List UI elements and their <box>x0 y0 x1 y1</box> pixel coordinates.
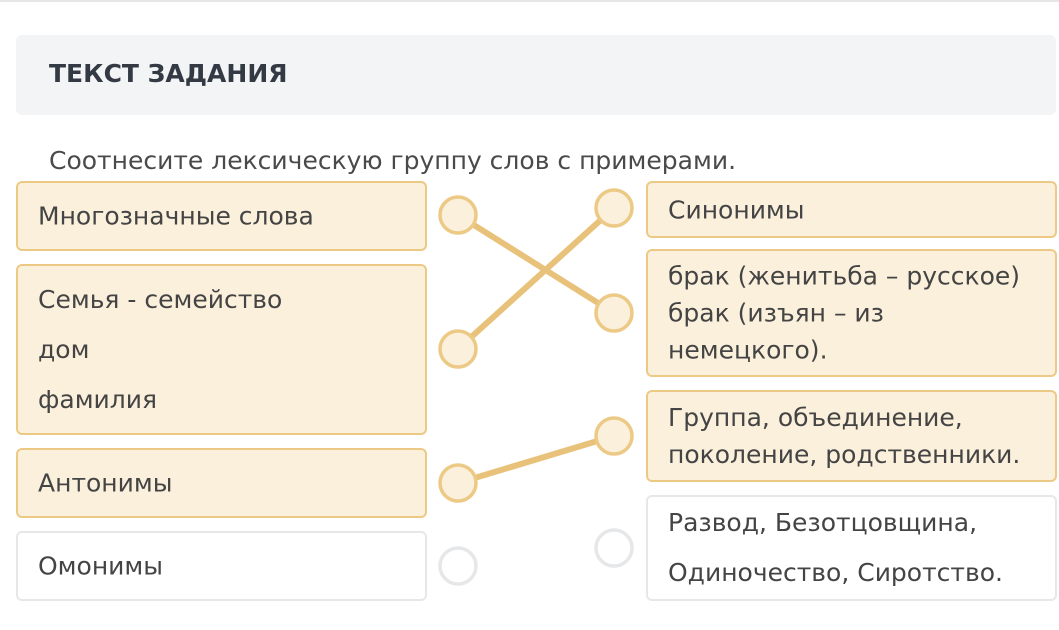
item-text: дом <box>38 334 90 364</box>
task-instruction: Соотнесите лексическую группу слов с при… <box>49 146 737 175</box>
right-connector-1[interactable] <box>594 293 634 333</box>
left-connector-3[interactable] <box>438 546 478 586</box>
right-item-2[interactable]: Группа, объединение, поколение, родственн… <box>646 390 1057 482</box>
right-item-0[interactable]: Синонимы <box>646 181 1057 238</box>
right-connector-3[interactable] <box>594 528 634 568</box>
top-divider <box>0 0 1059 2</box>
left-item-1[interactable]: Семья - семейство дом фамилия <box>16 264 427 435</box>
connection-line <box>455 205 617 352</box>
item-text: поколение, родственники. <box>668 440 1021 469</box>
left-item-0[interactable]: Многозначные слова <box>16 181 427 251</box>
task-header: ТЕКСТ ЗАДАНИЯ <box>16 35 1056 115</box>
left-connector-1[interactable] <box>438 329 478 369</box>
right-item-3[interactable]: Развод, Безотцовщина, Одиночество, Сиротс… <box>646 495 1057 601</box>
connection-line <box>457 433 615 486</box>
left-connector-0[interactable] <box>438 195 478 235</box>
left-item-2[interactable]: Антонимы <box>16 448 427 518</box>
task-title: ТЕКСТ ЗАДАНИЯ <box>49 59 288 88</box>
item-text: фамилия <box>38 384 158 414</box>
item-text: Развод, Безотцовщина, <box>668 508 978 537</box>
item-text: Синонимы <box>668 195 805 224</box>
item-text: Антонимы <box>38 468 173 498</box>
left-item-3[interactable]: Омонимы <box>16 531 427 601</box>
left-connector-2[interactable] <box>438 463 478 503</box>
item-text: немецкого). <box>668 335 828 365</box>
item-text: брак (изъян – из <box>668 298 884 328</box>
item-text: брак (женитьба – русское) <box>668 261 1021 291</box>
item-text: Семья - семейство <box>38 284 283 314</box>
right-connector-0[interactable] <box>594 188 634 228</box>
item-text: Одиночество, Сиротство. <box>668 558 1003 587</box>
item-text: Многозначные слова <box>38 201 314 231</box>
right-connector-2[interactable] <box>594 416 634 456</box>
connection-line <box>456 212 616 316</box>
item-text: Омонимы <box>38 551 164 581</box>
item-text: Группа, объединение, <box>668 403 963 432</box>
right-item-1[interactable]: брак (женитьба – русское) брак (изъян – и… <box>646 249 1057 377</box>
